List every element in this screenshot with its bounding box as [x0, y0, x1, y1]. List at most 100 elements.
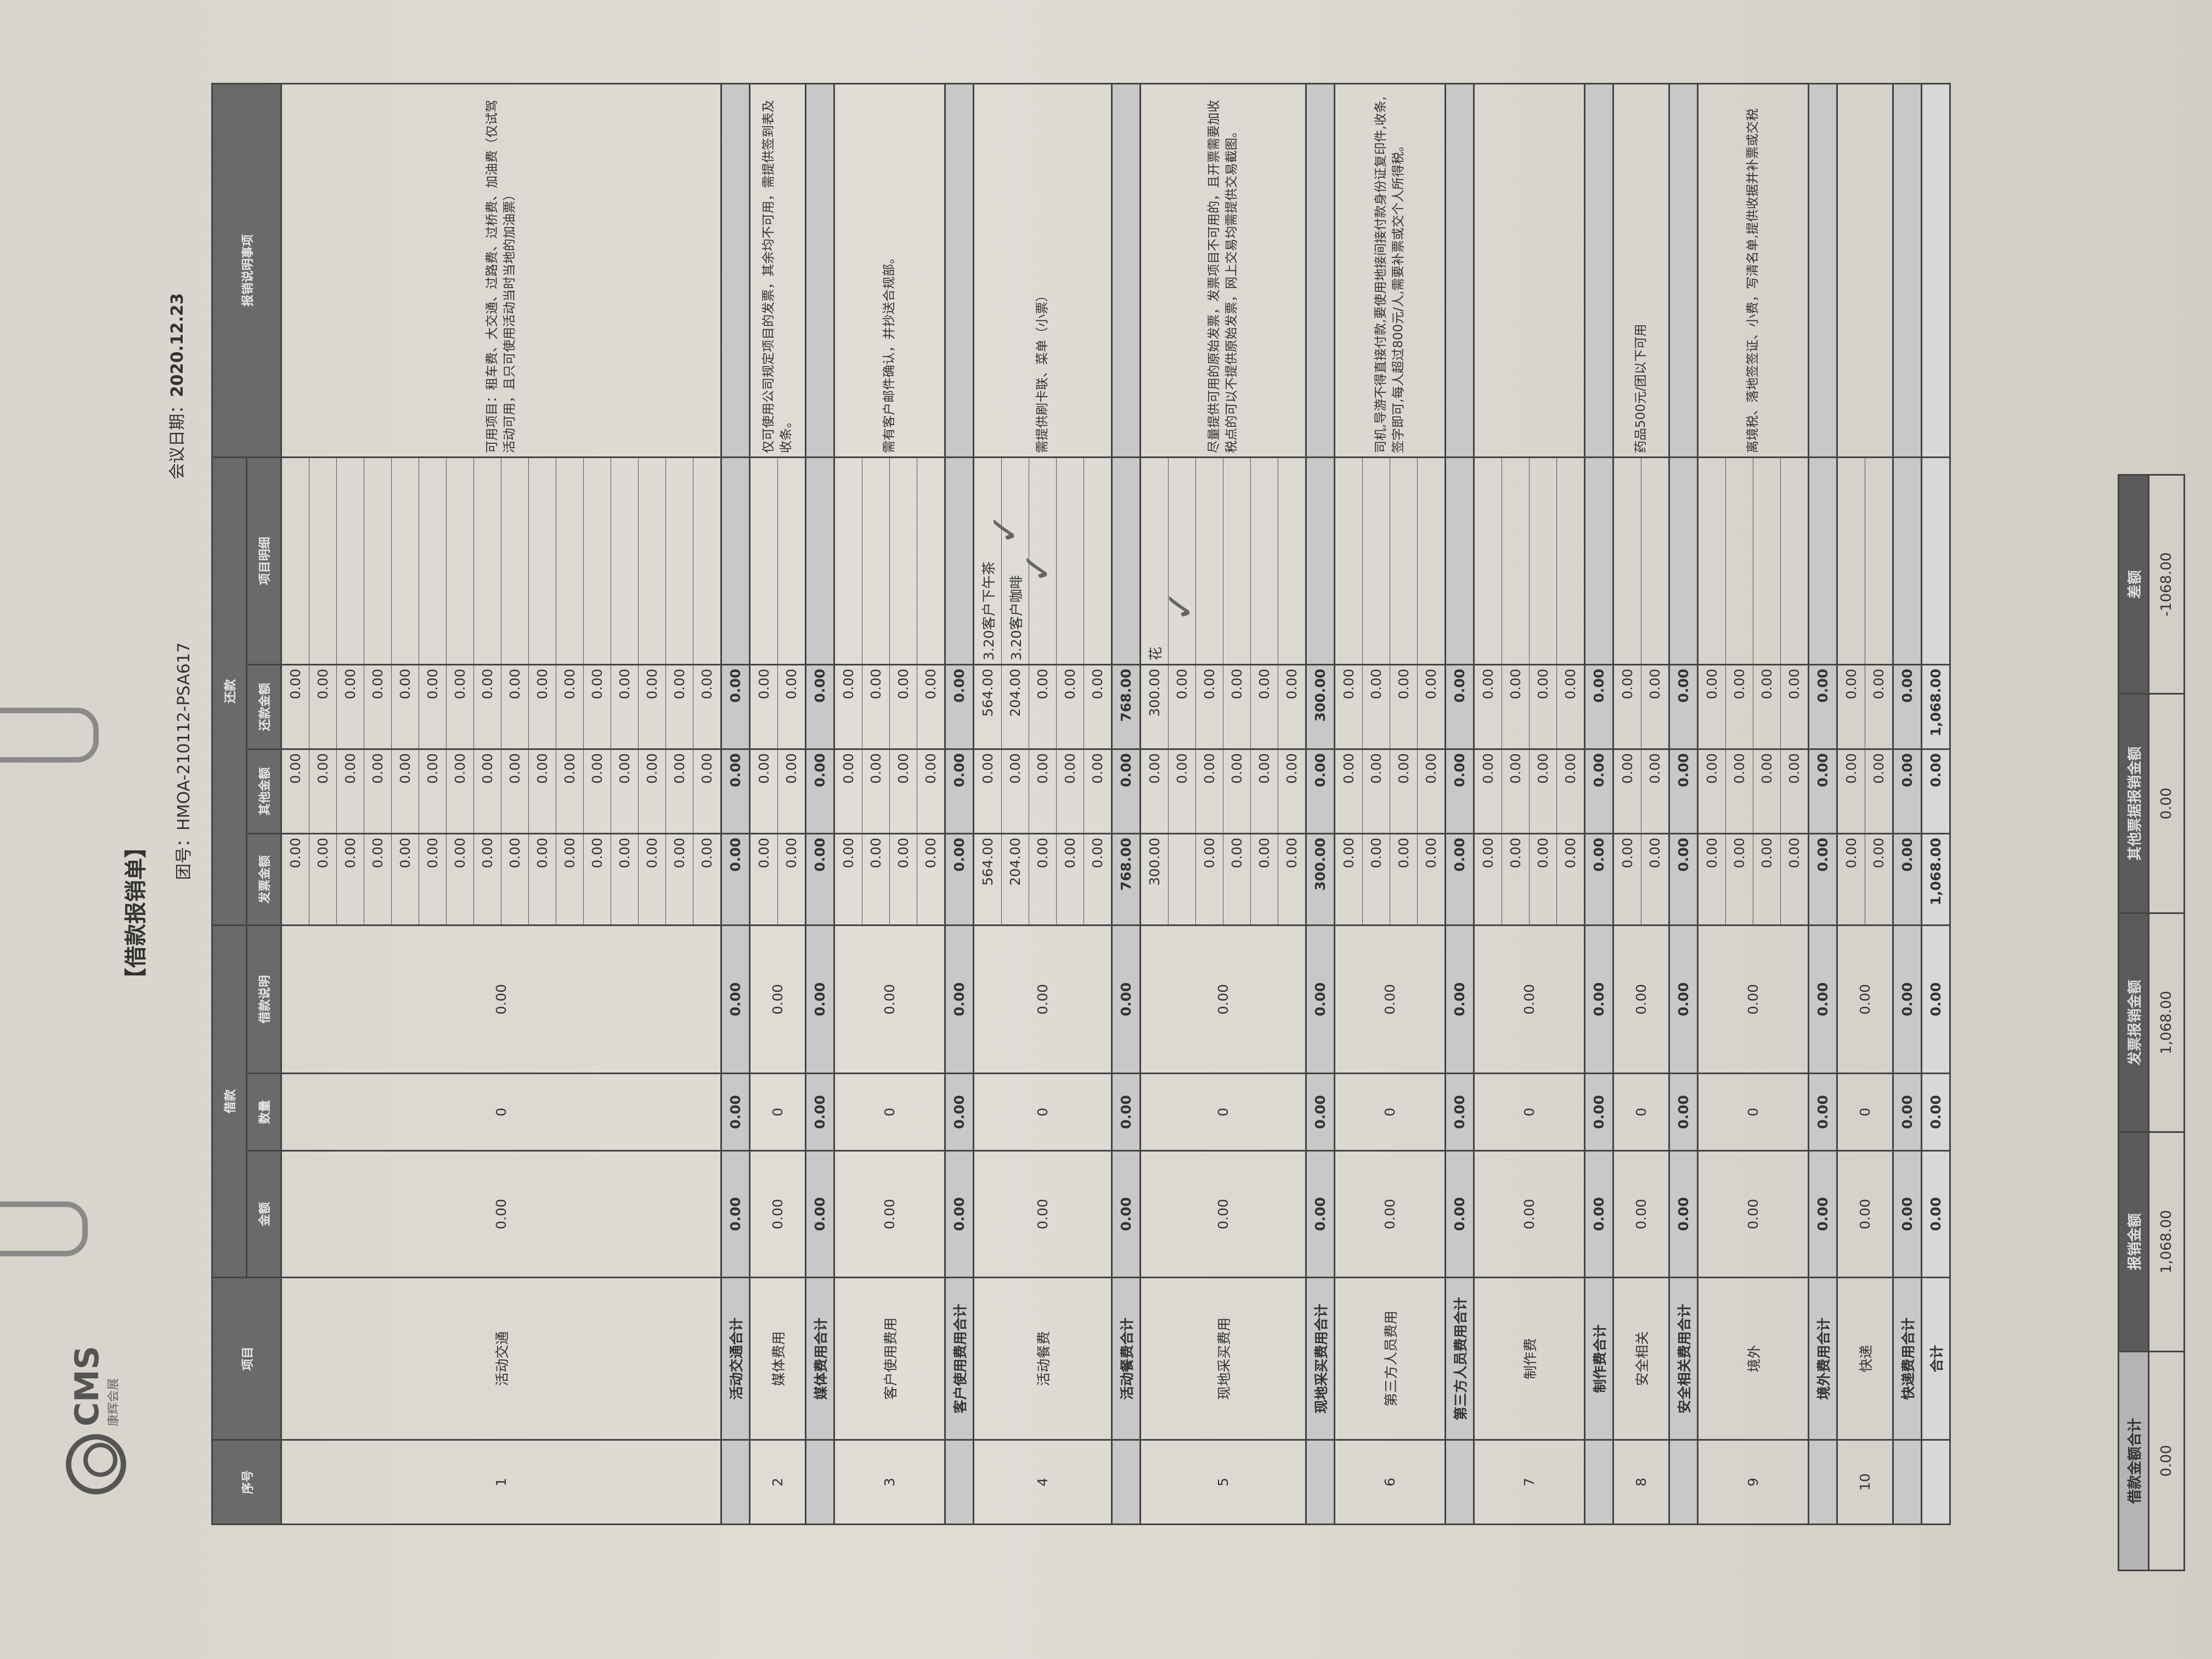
loan-amount: 0.00	[1613, 1150, 1669, 1278]
subtotal-invoice: 0.00	[805, 833, 834, 926]
item-detail	[1056, 457, 1084, 665]
subtotal-repay: 0.00	[1669, 664, 1698, 749]
subtotal-label: 客户使用费用合计	[945, 1277, 974, 1440]
summary-other-total: 0.00	[2148, 693, 2185, 913]
subtotal-amount: 0.00	[1111, 1150, 1141, 1278]
repay-amount: 0.00	[1056, 664, 1084, 749]
invoice-amount: 0.00	[1697, 833, 1726, 926]
repay-amount: 204.00	[1001, 664, 1029, 749]
subtotal-detail	[1445, 457, 1474, 665]
invoice-amount: 0.00	[777, 833, 806, 926]
subtotal-notes	[1445, 83, 1474, 458]
seq-cell	[1306, 1440, 1335, 1525]
invoice-amount: 0.00	[281, 833, 309, 926]
subtotal-label: 媒体费用合计	[805, 1277, 834, 1440]
subtotal-invoice: 0.00	[1584, 833, 1613, 926]
header-repay-amount: 还款金额	[246, 664, 281, 749]
invoice-amount: 0.00	[309, 833, 337, 926]
invoice-amount: 0.00	[501, 833, 529, 926]
loan-amount: 0.00	[834, 1150, 945, 1278]
invoice-amount: 0.00	[556, 833, 584, 926]
other-amount: 0.00	[583, 749, 611, 834]
item-detail	[1865, 457, 1893, 665]
subtotal-notes	[805, 83, 834, 458]
subtotal-notes	[721, 83, 750, 458]
item-detail	[336, 457, 364, 665]
repay-amount: 0.00	[1223, 664, 1251, 749]
item-detail	[1697, 457, 1726, 665]
loan-quantity: 0	[1474, 1073, 1585, 1151]
other-amount: 0.00	[1029, 749, 1057, 834]
loan-note: 0.00	[1474, 925, 1585, 1074]
item-detail	[501, 457, 529, 665]
subtotal-repay: 0.00	[1808, 664, 1837, 749]
item-name: 活动交通	[281, 1277, 721, 1440]
other-amount: 0.00	[1001, 749, 1029, 834]
item-detail	[583, 457, 611, 665]
other-amount: 0.00	[364, 749, 392, 834]
subtotal-detail	[1808, 457, 1837, 665]
seq-cell	[1584, 1440, 1613, 1525]
loan-quantity: 0	[1140, 1073, 1306, 1151]
seq-cell	[1669, 1440, 1698, 1525]
subtotal-amount: 0.00	[1893, 1150, 1922, 1278]
loan-quantity: 0	[749, 1073, 806, 1151]
company-logo: CMS 康辉会展	[66, 1346, 126, 1494]
subtotal-quantity: 0.00	[1445, 1073, 1474, 1151]
repay-amount: 0.00	[1865, 664, 1893, 749]
repay-amount: 0.00	[1641, 664, 1669, 749]
invoice-amount: 0.00	[583, 833, 611, 926]
subtotal-other: 0.00	[1111, 749, 1141, 834]
subtotal-invoice: 0.00	[945, 833, 974, 926]
table-row: 9 境外 0.00 0 0.00 0.00 0.00 0.00 离境税、落地签签证、小费，写清名…	[1697, 83, 1809, 1525]
item-detail	[1556, 457, 1585, 665]
summary-table: 借款金额合计 报销金额 发票报销金额 其他票据报销金额 差额 0.00 1,06…	[2118, 474, 2185, 1571]
repay-amount: 0.00	[1278, 664, 1306, 749]
invoice-amount: 204.00	[1001, 833, 1029, 926]
subtotal-row: 第三方人员费用合计 0.00 0.00 0.00 0.00 0.00 0.00	[1445, 83, 1474, 1525]
subtotal-detail	[1669, 457, 1698, 665]
seq-cell: 10	[1837, 1440, 1893, 1525]
invoice-amount: 0.00	[1250, 833, 1278, 926]
loan-amount: 0.00	[1140, 1150, 1306, 1278]
other-amount: 0.00	[638, 749, 666, 834]
subtotal-amount: 0.00	[1306, 1150, 1335, 1278]
loan-note: 0.00	[1837, 925, 1893, 1074]
subtotal-invoice: 768.00	[1111, 833, 1141, 926]
seq-cell	[721, 1440, 750, 1525]
subtotal-invoice: 0.00	[1893, 833, 1922, 926]
other-amount: 0.00	[1697, 749, 1726, 834]
repay-amount: 0.00	[1390, 664, 1418, 749]
seq-cell: 7	[1474, 1440, 1585, 1525]
invoice-amount: 0.00	[1837, 833, 1865, 926]
other-amount: 0.00	[1474, 749, 1502, 834]
subtotal-row: 活动餐费合计 0.00 0.00 0.00 768.00 0.00 768.00	[1111, 83, 1141, 1525]
other-amount: 0.00	[749, 749, 778, 834]
subtotal-label: 制作费合计	[1584, 1277, 1613, 1440]
repay-amount: 0.00	[611, 664, 639, 749]
seq-cell: 8	[1613, 1440, 1669, 1525]
subtotal-label: 活动餐费合计	[1111, 1277, 1141, 1440]
item-name: 快递	[1837, 1277, 1893, 1440]
logo-brand: CMS	[68, 1346, 106, 1426]
other-amount: 0.00	[862, 749, 890, 834]
repay-amount: 0.00	[1780, 664, 1809, 749]
item-detail	[1084, 457, 1112, 665]
header-other-amount: 其他金额	[246, 749, 281, 834]
subtotal-label: 安全相关费用合计	[1669, 1277, 1698, 1440]
form-title: 【借款报销单】	[123, 836, 149, 990]
item-detail	[1223, 457, 1251, 665]
invoice-amount: 0.00	[917, 833, 945, 926]
subtotal-loan-note: 0.00	[1921, 925, 1950, 1074]
other-amount: 0.00	[1529, 749, 1557, 834]
repay-amount: 0.00	[391, 664, 419, 749]
subtotal-invoice: 0.00	[721, 833, 750, 926]
item-detail	[1168, 457, 1196, 665]
invoice-amount: 300.00	[1140, 833, 1169, 926]
item-detail	[611, 457, 639, 665]
table-row: 6 第三方人员费用 0.00 0 0.00 0.00 0.00 0.00 司机,导游不得直接付款…	[1334, 83, 1446, 1525]
loan-amount: 0.00	[749, 1150, 806, 1278]
binder-clip	[0, 1201, 88, 1256]
other-amount: 0.00	[1362, 749, 1390, 834]
item-name: 第三方人员费用	[1334, 1277, 1446, 1440]
